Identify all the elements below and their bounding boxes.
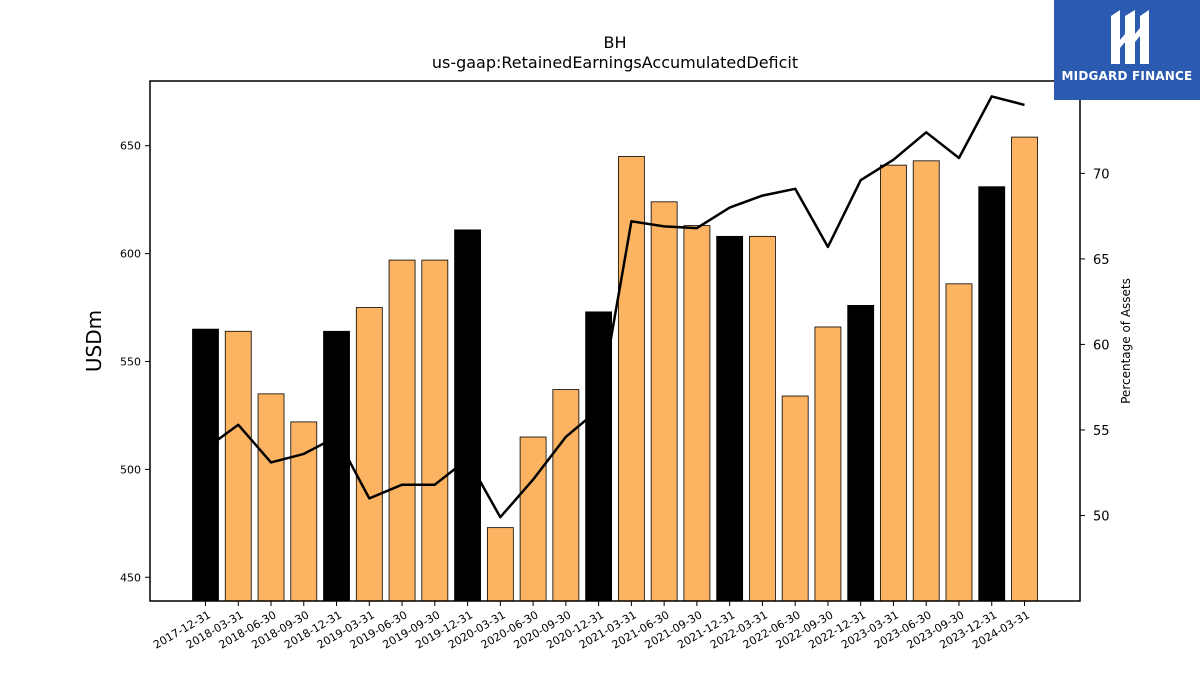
bar-annual bbox=[978, 186, 1006, 602]
x-axis: 2017-12-312018-03-312018-06-302018-09-30… bbox=[151, 601, 1032, 652]
y-tick-label: 600 bbox=[120, 248, 141, 261]
y-axis-right: 50 55 60 65 70 bbox=[1080, 167, 1110, 524]
logo-mark-icon bbox=[1054, 0, 1200, 100]
chart-title: BH bbox=[603, 33, 626, 52]
bar-quarter bbox=[683, 225, 711, 602]
bar-quarter bbox=[388, 259, 416, 602]
bar-quarter bbox=[355, 307, 383, 602]
y-tick-label: 450 bbox=[120, 571, 141, 584]
bar-quarter bbox=[519, 436, 547, 602]
chart-subtitle: us-gaap:RetainedEarningsAccumulatedDefic… bbox=[432, 53, 798, 72]
bar-quarter bbox=[912, 160, 940, 602]
brand-logo: MIDGARD FINANCE bbox=[1054, 0, 1200, 100]
bar-quarter bbox=[781, 395, 809, 602]
y-axis-left: 450 500 550 600 650 bbox=[120, 140, 150, 584]
bar-annual bbox=[323, 330, 350, 602]
y-axis-label: USDm bbox=[82, 310, 106, 372]
bar-quarter bbox=[617, 156, 645, 602]
y-tick-label: 650 bbox=[120, 140, 141, 153]
bar-quarter bbox=[421, 259, 449, 602]
bar-annual bbox=[847, 304, 875, 602]
bar-quarter bbox=[814, 326, 842, 602]
plot-frame bbox=[149, 80, 1081, 602]
bar-quarter bbox=[650, 201, 678, 602]
bar-quarter bbox=[1011, 136, 1038, 602]
percentage-line bbox=[204, 95, 1025, 519]
line-series bbox=[204, 95, 1025, 519]
y2-tick-label: 60 bbox=[1093, 338, 1110, 353]
bar-quarter bbox=[880, 164, 907, 602]
y-tick-label: 550 bbox=[120, 355, 141, 368]
bar-annual bbox=[192, 328, 219, 602]
bar-quarter bbox=[552, 389, 580, 602]
bar-quarter bbox=[486, 527, 514, 602]
bar-series bbox=[192, 136, 1038, 602]
y-tick-label: 500 bbox=[120, 463, 141, 476]
y2-tick-label: 65 bbox=[1093, 253, 1110, 268]
y2-tick-label: 70 bbox=[1093, 167, 1110, 182]
bar-annual bbox=[716, 235, 744, 602]
y2-axis-label: Percentage of Assets bbox=[1119, 278, 1133, 404]
bar-quarter bbox=[290, 421, 318, 602]
bar-quarter bbox=[257, 393, 285, 602]
bar-annual bbox=[454, 229, 481, 602]
bar-quarter bbox=[945, 283, 973, 602]
y2-tick-label: 55 bbox=[1093, 424, 1110, 439]
logo-text: MIDGARD FINANCE bbox=[1061, 69, 1193, 83]
bar-quarter bbox=[224, 330, 252, 602]
y2-tick-label: 50 bbox=[1093, 509, 1110, 524]
bar-quarter bbox=[749, 235, 776, 602]
